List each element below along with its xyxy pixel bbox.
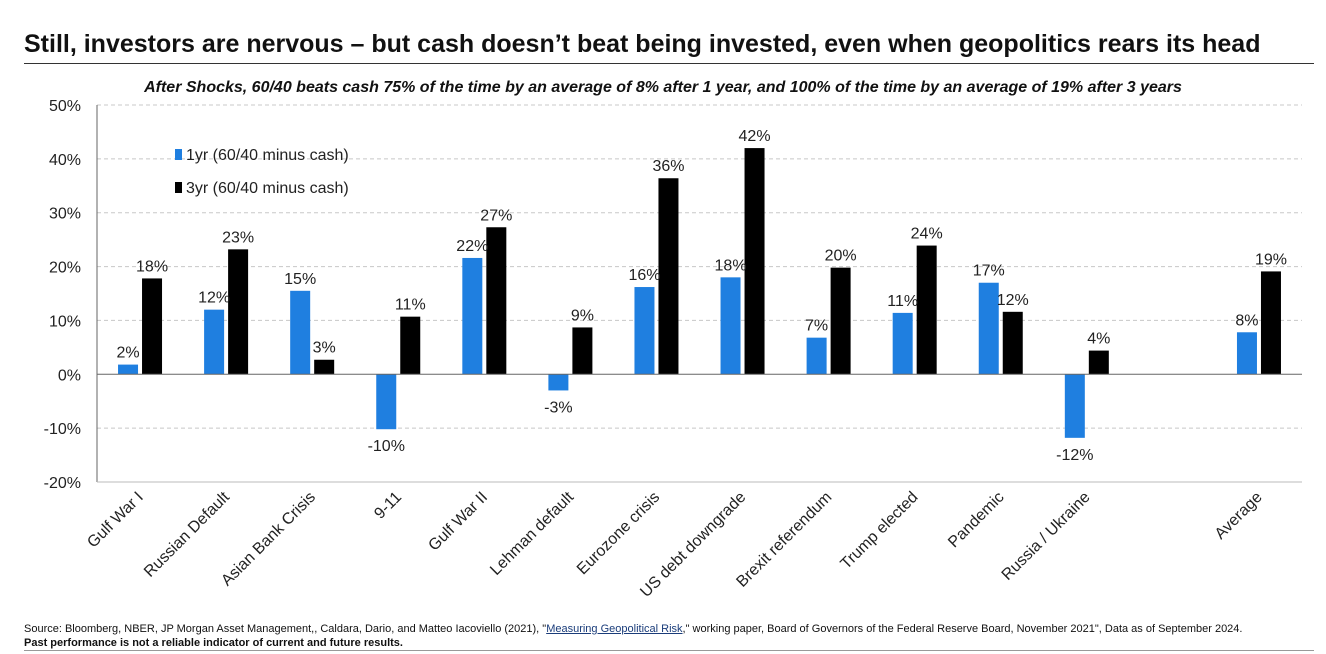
data-label-1yr: 15% [284,271,316,288]
x-tick-label: Lehman default [487,488,577,578]
data-label-3yr: 18% [136,258,168,275]
bottom-divider [24,650,1314,651]
bar-3yr [830,267,851,375]
y-tick-label: -20% [44,475,81,492]
data-label-1yr: 22% [456,238,488,255]
data-label-3yr: 3% [313,340,336,357]
y-tick-label: 0% [58,367,81,384]
legend: 1yr (60/40 minus cash) 3yr (60/40 minus c… [175,147,349,197]
x-tick-label: Pandemic [945,489,1007,551]
source-link[interactable]: Measuring Geopolitical Risk [546,623,683,635]
data-label-1yr: -12% [1056,447,1093,464]
data-label-3yr: 20% [825,248,857,265]
bar-3yr [314,359,335,375]
bar-3yr [1260,271,1281,375]
bar-1yr [376,374,397,430]
legend-swatch-1yr [175,149,182,160]
x-tick-label: Gulf War II [425,489,491,555]
x-tick-label: Brexit referendum [733,489,835,591]
x-tick-label: 9-11 [371,489,405,523]
bars [118,148,1281,438]
legend-label-3yr: 3yr (60/40 minus cash) [186,180,349,197]
bar-3yr [658,178,679,375]
chart-subtitle: After Shocks, 60/40 beats cash 75% of th… [144,79,1182,96]
y-tick-label: 40% [49,152,81,169]
data-label-3yr: 27% [480,207,512,224]
data-label-1yr: 17% [973,263,1005,280]
data-label-1yr: 16% [628,267,660,284]
data-label-1yr: 18% [715,257,747,274]
data-label-1yr: -10% [368,438,405,455]
source-text-prefix: Source: Bloomberg, NBER, JP Morgan Asset… [24,623,547,635]
y-tick-label: 30% [49,206,81,223]
bar-3yr [142,278,163,375]
source-text-suffix: ," working paper, Board of Governors of … [682,623,1243,635]
bar-1yr [978,282,999,375]
data-label-1yr: 12% [198,290,230,307]
bar-3yr [916,245,937,375]
disclaimer: Past performance is not a reliable indic… [24,637,403,649]
x-tick-label: Gulf War I [84,489,147,552]
y-tick-label: 10% [49,313,81,330]
data-label-1yr: 2% [116,345,139,362]
bar-3yr [1088,350,1109,375]
bar-1yr [118,364,139,375]
bar-1yr [1236,332,1257,375]
legend-label-1yr: 1yr (60/40 minus cash) [186,147,349,164]
title-divider [24,63,1314,64]
bar-3yr [400,316,421,375]
bar-1yr [462,257,483,375]
bar-1yr [634,287,655,375]
bar-3yr [744,148,765,375]
bar-3yr [1002,311,1023,375]
bar-1yr [548,374,569,391]
data-label-3yr: 4% [1087,331,1110,348]
data-label-3yr: 36% [652,158,684,175]
data-labels: 2% 18% 12% 23% 15% 3% -10% 11% 22% 27% -3% 9% 16% 36%… [116,128,1287,464]
data-label-3yr: 12% [997,292,1029,309]
bar-3yr [486,227,507,375]
x-tick-label: Russian Default [141,488,233,580]
data-label-3yr: 24% [911,226,943,243]
y-tick-label: -10% [44,421,81,438]
data-label-3yr: 23% [222,229,254,246]
bar-3yr [572,327,593,375]
x-tick-label: Trump elected [838,489,922,573]
bar-1yr [806,337,827,375]
bar-1yr [290,290,311,375]
bar-1yr [204,309,225,375]
y-tick-label: 20% [49,260,81,277]
data-label-3yr: 9% [571,307,594,324]
bar-3yr [228,249,249,375]
bar-1yr [892,312,913,375]
data-label-3yr: 19% [1255,251,1287,268]
bar-1yr [1064,374,1085,438]
y-tick-label: 50% [49,98,81,115]
x-tick-label: Eurozone crisis [574,489,663,578]
page-title: Still, investors are nervous – but cash … [24,30,1261,58]
x-tick-label: Asian Bank Crisis [218,489,319,590]
legend-swatch-3yr [175,182,182,193]
bar-1yr [720,277,741,375]
data-label-1yr: 7% [805,318,828,335]
data-label-3yr: 11% [395,297,426,314]
data-label-1yr: -3% [544,399,572,416]
data-label-1yr: 11% [887,293,918,310]
x-tick-label: Average [1212,489,1266,543]
x-tick-label: Russia / Ukraine [999,489,1094,584]
source-note: Source: Bloomberg, NBER, JP Morgan Asset… [24,622,1324,650]
data-label-3yr: 42% [739,128,771,145]
data-label-1yr: 8% [1235,312,1258,329]
gridlines [97,104,1302,429]
